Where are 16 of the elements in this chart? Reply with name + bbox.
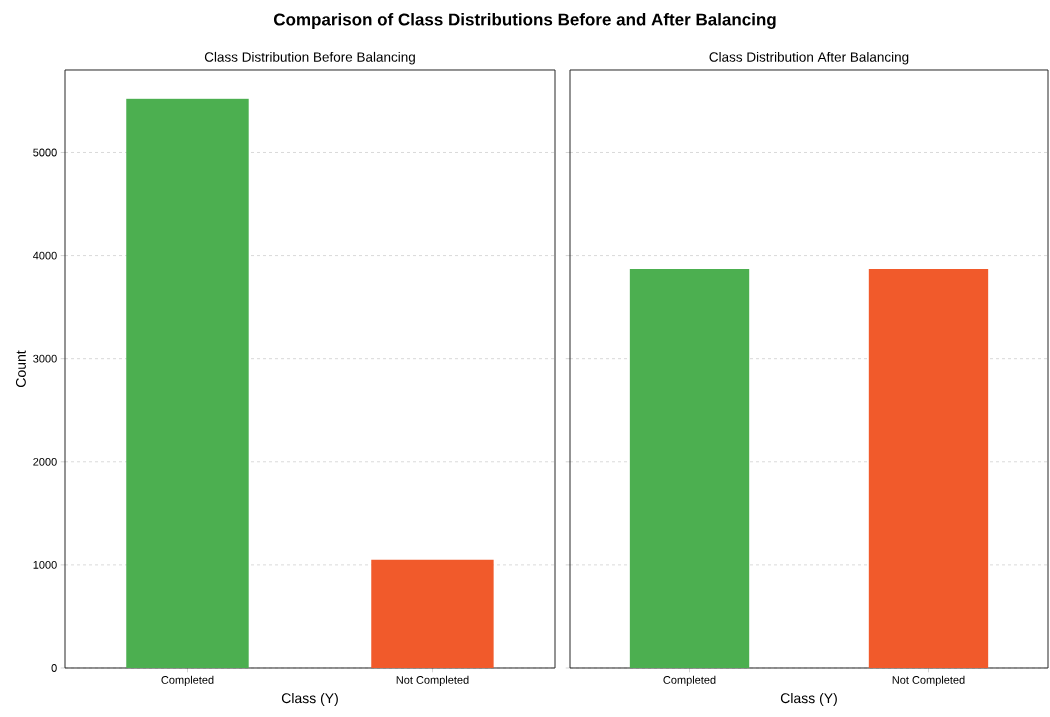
x-tick-label: Not Completed bbox=[892, 675, 965, 687]
y-tick-label: 3000 bbox=[33, 354, 57, 363]
y-axis-title: Count bbox=[15, 350, 26, 387]
chart-title: Class Distribution Before Balancing bbox=[204, 51, 415, 65]
y-tick-label: 2000 bbox=[33, 457, 57, 466]
text: Comparison of Class Distributions Before and After Balancing bbox=[273, 13, 776, 29]
x-axis-title: Class (Y) bbox=[281, 692, 338, 706]
x-tick-label: Completed bbox=[161, 675, 214, 687]
x-tick-label: Not Completed bbox=[396, 675, 469, 687]
x-tick-label: Completed bbox=[663, 675, 716, 687]
chart-title: Class Distribution After Balancing bbox=[709, 51, 909, 65]
x-axis-title: Class (Y) bbox=[780, 692, 837, 706]
y-tick-label: 5000 bbox=[33, 148, 57, 157]
y-tick-label: 0 bbox=[51, 664, 57, 672]
y-tick-label: 4000 bbox=[32, 251, 57, 260]
y-tick-label: 1000 bbox=[33, 561, 57, 569]
